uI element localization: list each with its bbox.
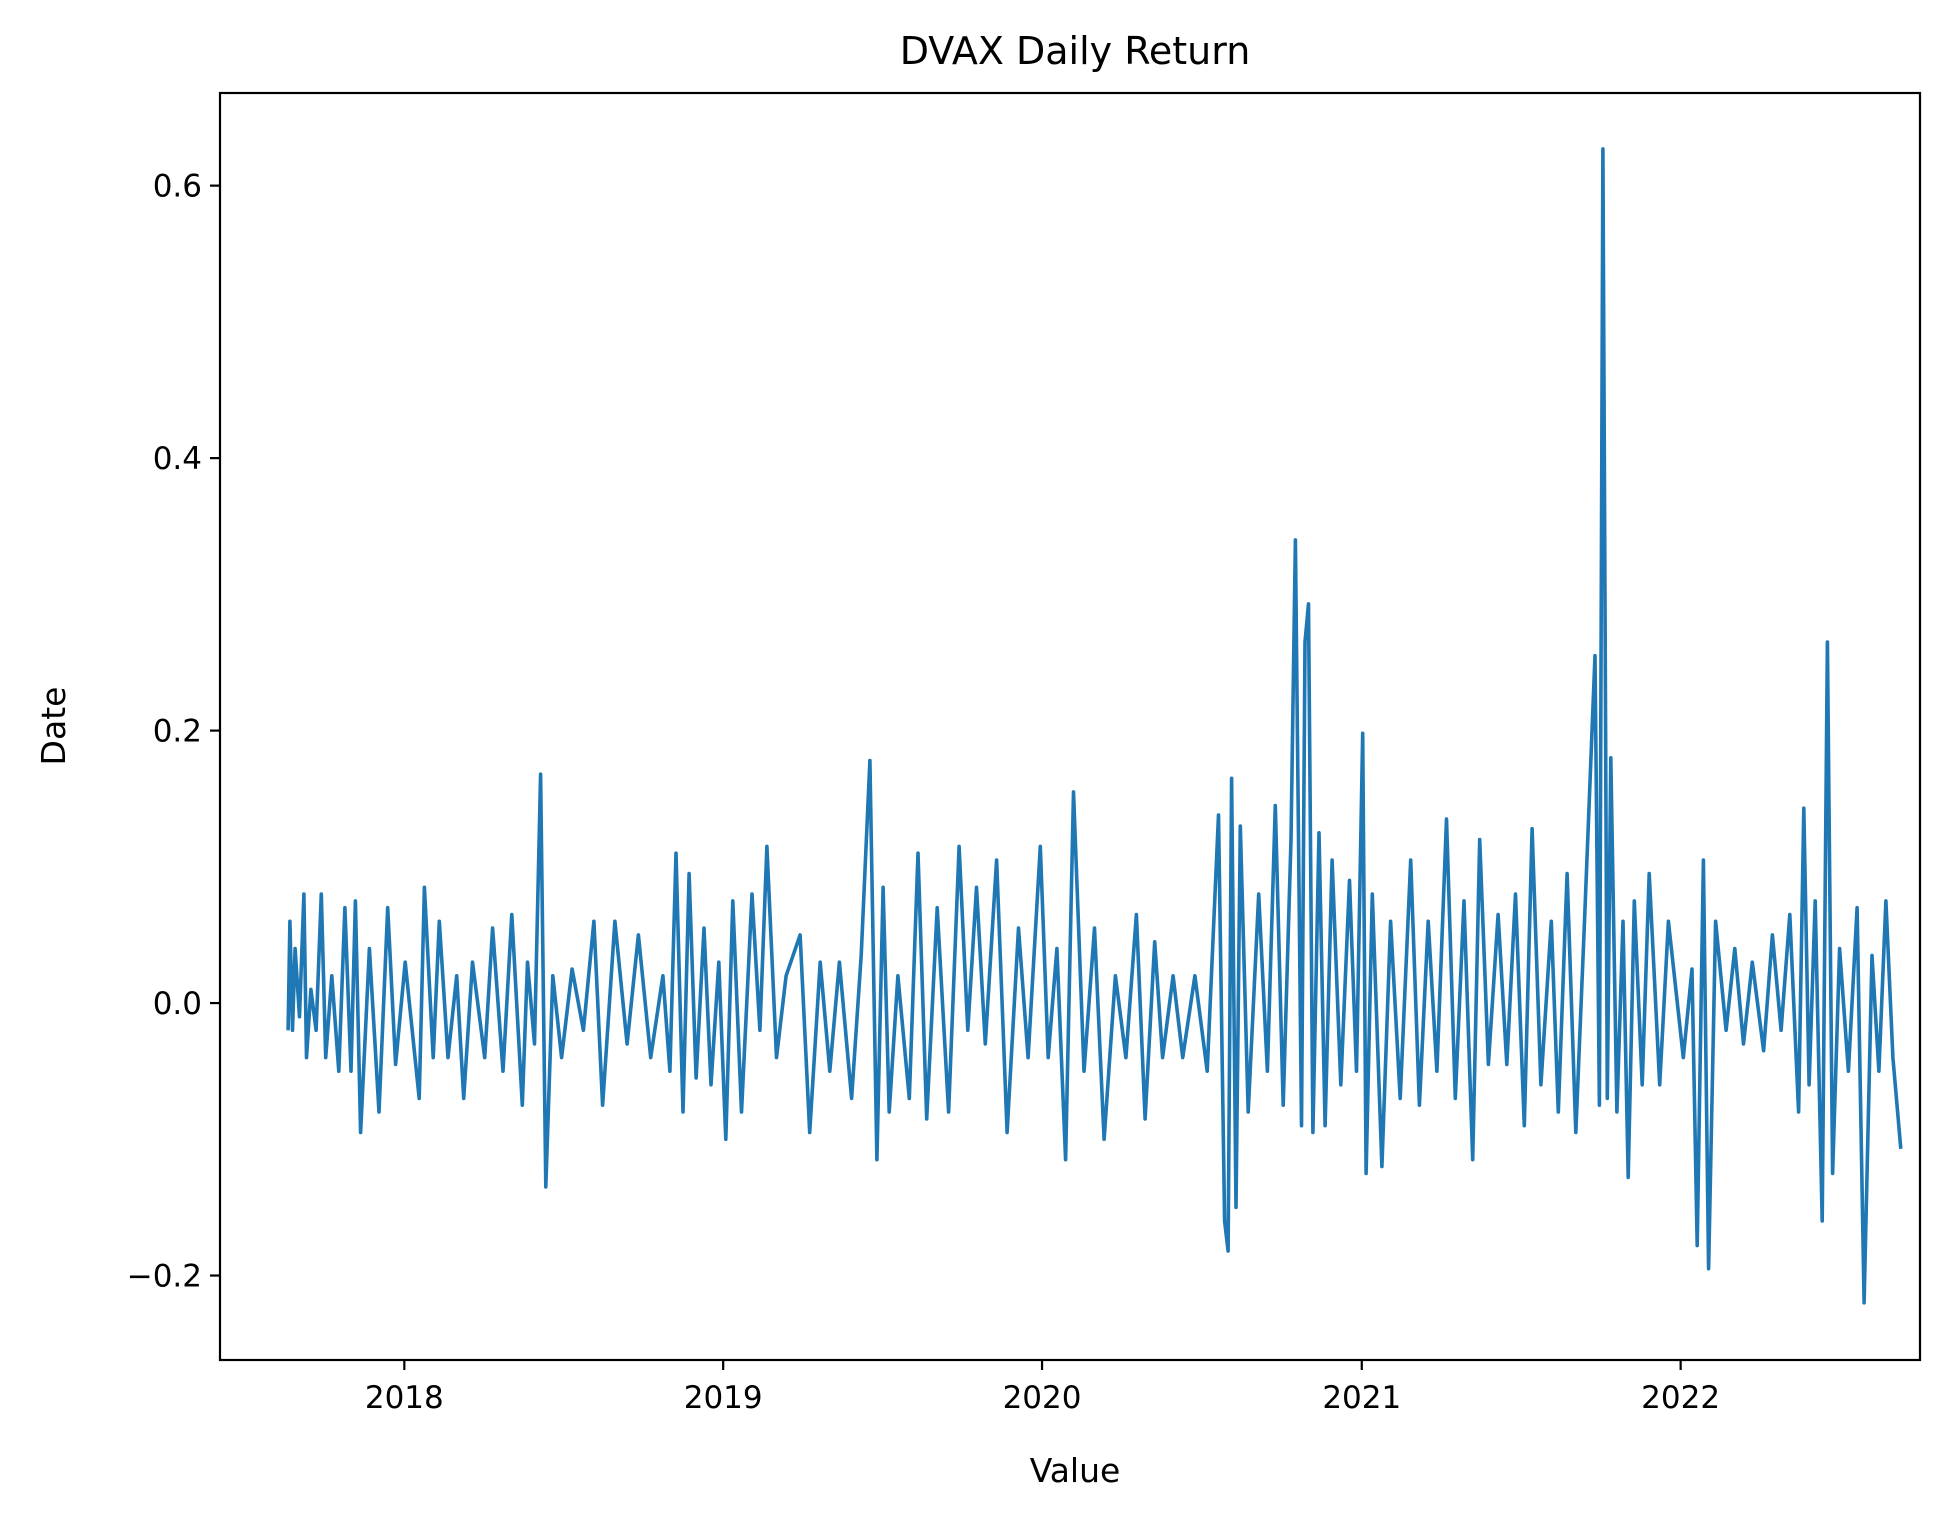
x-axis: 2018 2019 2020 2021 2022	[365, 1360, 1720, 1416]
y-tick-label: −0.2	[127, 1259, 202, 1295]
y-axis-label: Date	[34, 687, 73, 766]
x-tick-label: 2022	[1641, 1380, 1720, 1416]
y-tick-label: 0.2	[153, 714, 202, 750]
x-axis-label: Value	[1030, 1451, 1121, 1490]
x-tick-label: 2019	[684, 1380, 763, 1416]
y-tick-label: 0.4	[153, 441, 202, 477]
y-tick-label: 0.0	[153, 986, 202, 1022]
series-line	[286, 147, 1903, 1305]
x-tick-label: 2020	[1003, 1380, 1082, 1416]
y-tick-label: 0.6	[153, 169, 202, 205]
y-axis: −0.2 0.0 0.2 0.4 0.6	[127, 169, 220, 1295]
plot-area	[218, 91, 1922, 1362]
axes-frame	[218, 91, 1922, 1362]
chart-title: DVAX Daily Return	[900, 29, 1251, 73]
x-tick-label: 2018	[365, 1380, 444, 1416]
x-tick-label: 2021	[1322, 1380, 1401, 1416]
